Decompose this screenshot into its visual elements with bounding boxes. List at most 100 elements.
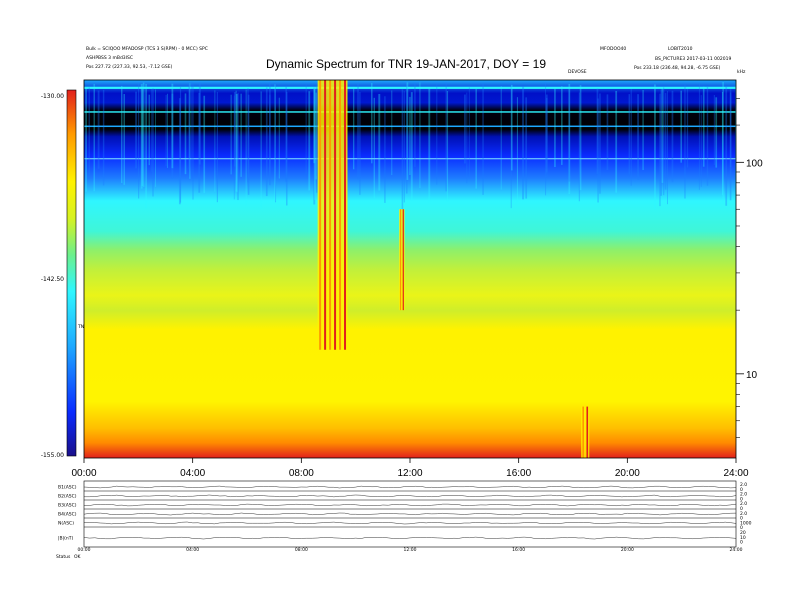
streak — [237, 92, 239, 201]
lower-row-trace — [83, 521, 737, 525]
streak — [305, 83, 307, 175]
streak — [384, 96, 386, 203]
lower-right-tick: 0 — [740, 496, 743, 502]
streak — [260, 91, 262, 210]
streak — [654, 84, 656, 210]
lower-right-tick: 2.0 — [740, 492, 747, 498]
lower-time-tick-label: 04:00 — [186, 547, 199, 553]
burst-streak — [344, 80, 347, 350]
streak — [642, 89, 644, 171]
streak — [686, 89, 689, 168]
streak — [192, 84, 194, 200]
streak — [140, 84, 143, 189]
streak — [313, 87, 316, 164]
streak — [606, 94, 609, 171]
streak — [660, 89, 662, 196]
header-info-line-1: Bulk = SCIQOO MFADOSP (TCS 3 S(RPM) - 0 … — [86, 46, 208, 52]
streak — [729, 89, 732, 168]
streak — [546, 97, 548, 178]
streak — [545, 82, 547, 196]
time-tick-label: 04:00 — [180, 468, 205, 479]
streak — [706, 87, 709, 186]
streak — [233, 95, 235, 200]
streak — [545, 94, 548, 173]
streak — [414, 83, 416, 167]
time-tick-label: 00:00 — [71, 468, 96, 479]
lower-row-label: B3(ASC) — [58, 503, 77, 509]
lower-time-tick-label: 12:00 — [404, 547, 417, 553]
streak — [191, 81, 193, 178]
streak — [269, 81, 271, 186]
lower-right-tick: 0 — [740, 506, 743, 512]
streak — [561, 86, 563, 165]
streak — [463, 94, 466, 164]
burst-streak — [586, 406, 589, 458]
streak — [401, 89, 404, 210]
streak — [189, 83, 191, 179]
streak — [671, 90, 674, 183]
lower-panel-rows: B1(ASC) B2(ASC) B3(ASC) B4(ASC) N(ASC) |B|(nT… — [58, 485, 737, 542]
streak — [579, 85, 582, 191]
streak — [233, 92, 236, 167]
burst-streak — [334, 80, 337, 350]
streak — [482, 83, 484, 195]
lower-row-trace — [83, 512, 737, 516]
streak — [722, 81, 724, 204]
streak — [171, 93, 174, 179]
frequency-tick-label: 10 — [746, 370, 758, 381]
streak — [145, 83, 147, 209]
streak — [151, 89, 153, 172]
streak — [178, 98, 181, 205]
streak — [403, 90, 405, 203]
streak — [466, 92, 468, 184]
lower-row-label: N(ASC) — [58, 521, 74, 527]
streak — [428, 88, 431, 203]
burst-streak — [402, 209, 404, 311]
lower-row-label: B2(ASC) — [58, 494, 77, 500]
streak — [148, 94, 150, 166]
streak — [357, 83, 359, 180]
burst-3 — [581, 406, 590, 458]
streak — [235, 90, 237, 191]
frequency-axis: 100 10 — [736, 98, 763, 438]
streak — [352, 86, 355, 170]
time-tick-label: 08:00 — [289, 468, 314, 479]
streak — [203, 95, 206, 193]
status-label: Status — [56, 554, 71, 560]
streak — [315, 85, 318, 193]
colorbar-max-label: -130.00 — [41, 93, 64, 100]
streak — [725, 86, 728, 206]
streak — [166, 93, 168, 168]
streak — [313, 87, 316, 205]
lower-right-tick: 20 — [740, 530, 746, 536]
burst-streak — [319, 80, 322, 350]
lower-time-tick-label: 24:00 — [730, 547, 743, 553]
streak — [568, 90, 571, 182]
streak — [700, 95, 702, 187]
time-tick-label: 24:00 — [723, 468, 748, 479]
frequency-tick-label: 100 — [746, 158, 763, 169]
band-line — [84, 111, 736, 113]
band-line — [84, 86, 736, 89]
header-position-right: Pos 233.18 (236.48, 94.28, -6.75 GSE) — [634, 65, 721, 71]
streak — [188, 83, 191, 170]
streak — [97, 90, 100, 169]
streak — [721, 91, 724, 196]
lower-panel-frame — [83, 480, 737, 548]
streak — [410, 92, 413, 201]
streak — [313, 86, 316, 200]
time-tick-label: 20:00 — [615, 468, 640, 479]
lower-time-tick-label: 20:00 — [621, 547, 634, 553]
streak — [152, 88, 154, 197]
streak — [522, 86, 525, 200]
lower-row-label: B4(ASC) — [58, 512, 77, 518]
streak — [468, 87, 470, 178]
streak — [85, 86, 87, 192]
streak — [630, 89, 632, 186]
streak — [285, 85, 287, 182]
streak — [247, 88, 249, 183]
spectrogram — [83, 79, 737, 459]
streak — [308, 91, 311, 191]
streak — [578, 92, 580, 202]
